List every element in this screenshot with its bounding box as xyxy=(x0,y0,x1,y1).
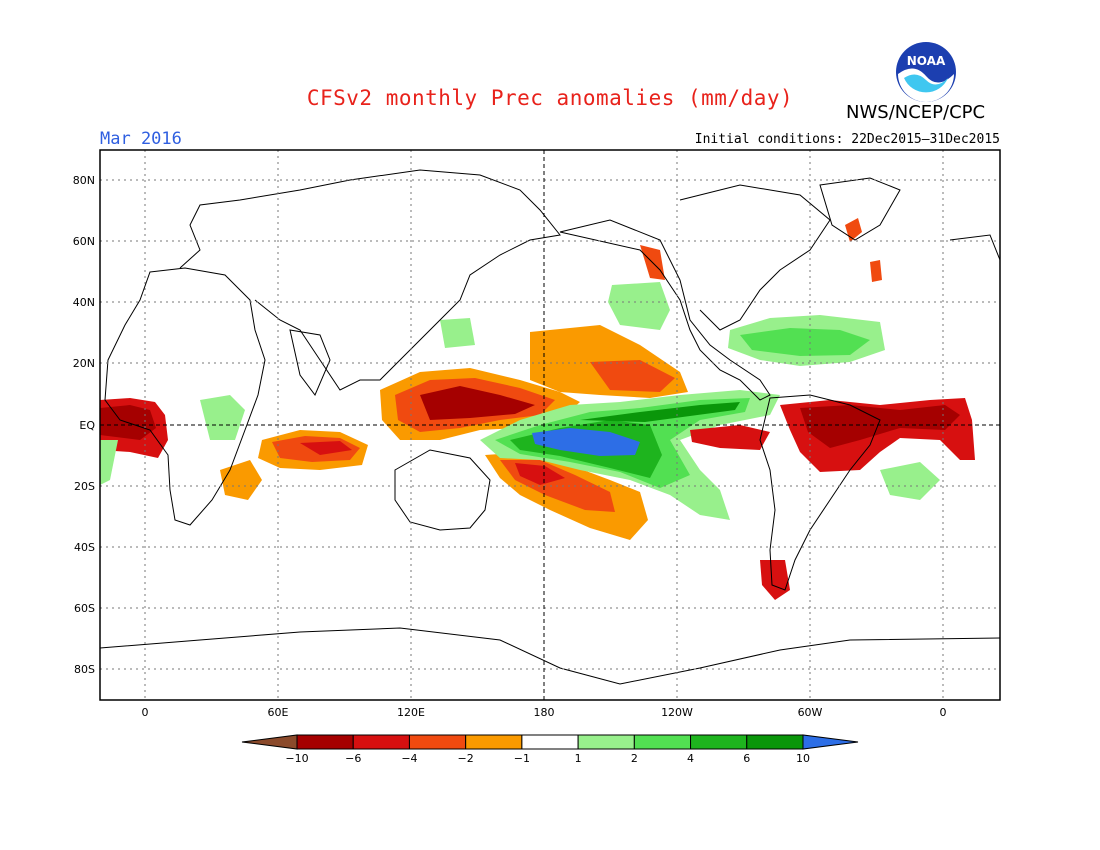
lat-label-80n: 80N xyxy=(73,174,95,187)
colorbar-tick-label: −2 xyxy=(458,752,474,765)
south-america-outline xyxy=(759,394,881,591)
colorbar-tick-label: −10 xyxy=(285,752,308,765)
noaa-logo-icon: NOAA xyxy=(896,42,956,102)
lon-label-180: 180 xyxy=(534,706,555,719)
lat-label-60n: 60N xyxy=(73,235,95,248)
colorbar-tick-label: 2 xyxy=(631,752,638,765)
colorbar-swatch xyxy=(633,734,692,750)
lat-label-80s: 80S xyxy=(74,663,95,676)
europe-asia-outline xyxy=(179,169,561,391)
colorbar-swatch xyxy=(577,734,635,750)
colorbar-swatch xyxy=(521,734,579,750)
graticule xyxy=(100,150,1000,700)
lat-label-60s: 60S xyxy=(74,602,95,615)
lon-label-0-east: 0 xyxy=(940,706,947,719)
colorbar-tick-label: 4 xyxy=(687,752,694,765)
colorbar-tick-label: 1 xyxy=(575,752,582,765)
colorbar-tick-label: 10 xyxy=(796,752,810,765)
lat-label-20n: 20N xyxy=(73,357,95,370)
colorbar-arrow-low xyxy=(241,734,298,750)
colorbar-swatch xyxy=(465,734,523,750)
greenland-outline xyxy=(819,177,901,241)
colorbar-arrow-high xyxy=(802,734,859,750)
colorbar-swatch xyxy=(352,734,410,750)
lat-label-eq: EQ xyxy=(79,419,95,432)
anomaly-central-pacific-extreme-wet xyxy=(532,428,640,456)
lon-label-120w: 120W xyxy=(661,706,693,719)
colorbar-swatch xyxy=(408,734,467,750)
antarctica-outline xyxy=(100,627,1000,685)
lat-label-40n: 40N xyxy=(73,296,95,309)
anomaly-north-pacific-wet xyxy=(608,282,670,330)
lon-labels: 0 60E 120E 180 120W 60W 0 xyxy=(142,706,947,719)
lon-label-60w: 60W xyxy=(798,706,823,719)
africa-outline xyxy=(104,267,266,526)
colorbar-swatch xyxy=(296,734,354,750)
forecast-month: Mar 2016 xyxy=(100,129,182,149)
colorbar-tick-label: −1 xyxy=(514,752,530,765)
lat-label-40s: 40S xyxy=(74,541,95,554)
colorbar-tick-label: 6 xyxy=(743,752,750,765)
colorbar-swatch xyxy=(746,734,804,750)
map-frame xyxy=(99,149,1001,701)
agency-label: NWS/NCEP/CPC xyxy=(846,102,986,123)
colorbar: −10 −6 −4 −2 −1 1 2 4 6 10 xyxy=(241,734,859,765)
australia-outline xyxy=(394,449,491,531)
india-outline xyxy=(289,329,331,396)
lat-label-20s: 20S xyxy=(74,480,95,493)
anomaly-layer xyxy=(100,218,975,600)
lon-label-120e: 120E xyxy=(397,706,425,719)
lat-labels: 80N 60N 40N 20N EQ 20S 40S 60S 80S xyxy=(73,174,96,676)
lon-label-0: 0 xyxy=(142,706,149,719)
coastlines xyxy=(100,169,1000,685)
initial-conditions: Initial conditions: 22Dec2015–31Dec2015 xyxy=(694,132,1000,147)
lon-label-60e: 60E xyxy=(268,706,289,719)
noaa-logo-text: NOAA xyxy=(907,54,946,68)
colorbar-swatch xyxy=(690,734,748,750)
colorbar-tick-label: −6 xyxy=(345,752,361,765)
colorbar-tick-label: −4 xyxy=(401,752,417,765)
chart-title: CFSv2 monthly Prec anomalies (mm/day) xyxy=(306,86,794,110)
